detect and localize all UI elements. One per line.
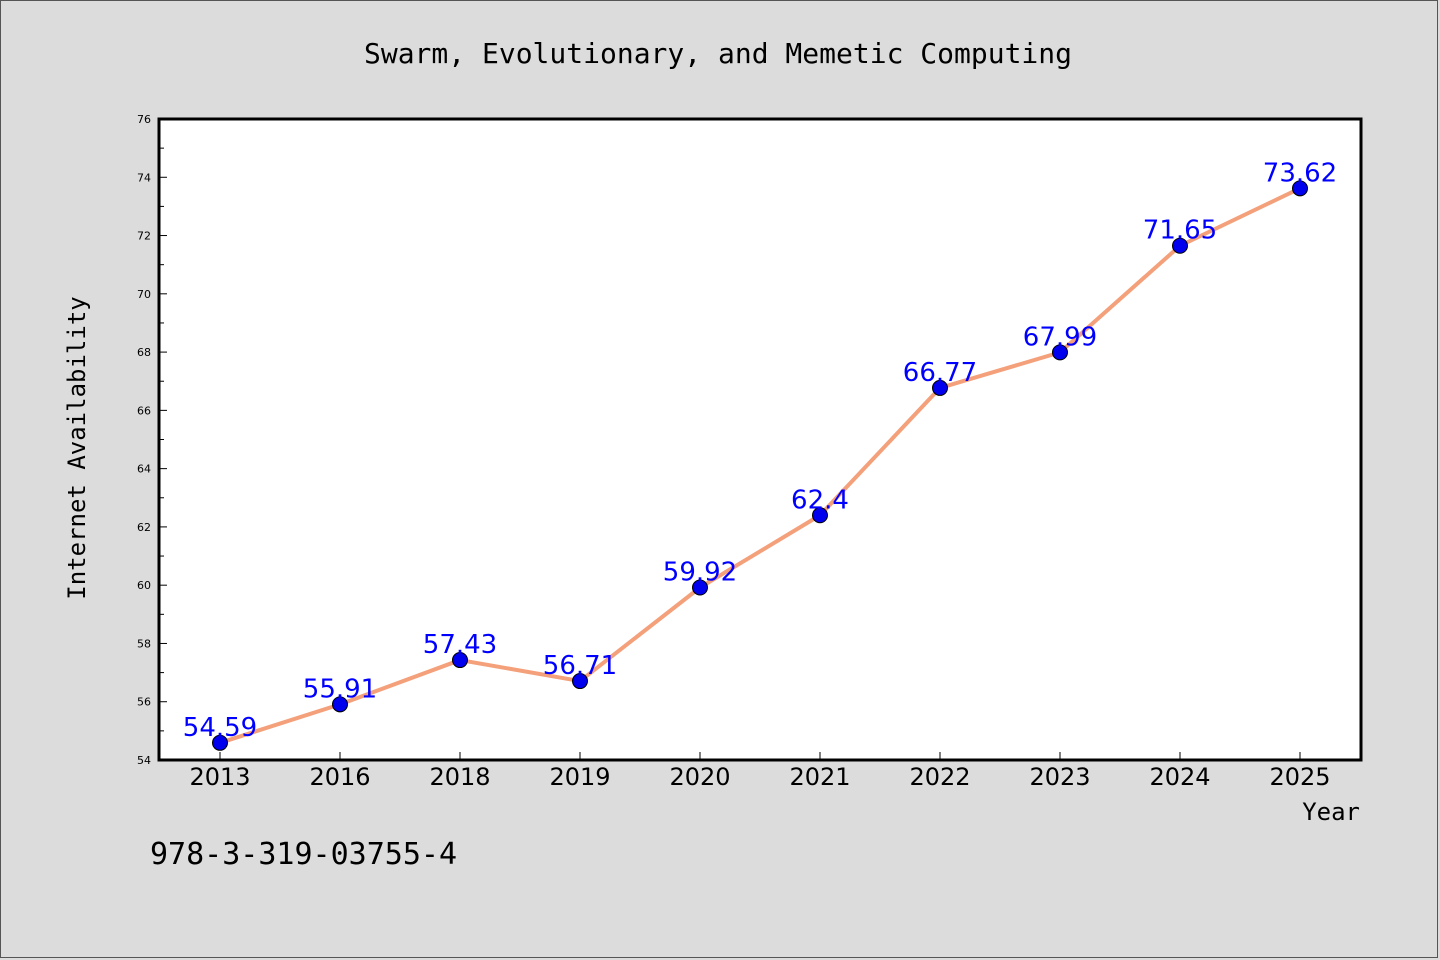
y-tick-label: 70 [137,288,151,301]
x-tick-label: 2019 [549,763,610,791]
y-tick-label: 74 [137,171,151,184]
data-point [1052,344,1068,361]
data-point [932,379,948,396]
data-label: 62.4 [791,485,849,515]
chart-title: Swarm, Evolutionary, and Memetic Computi… [364,37,1072,70]
data-label: 55.91 [303,674,377,704]
data-point [212,734,228,751]
y-tick-label: 76 [137,113,151,126]
y-tick-label: 56 [137,696,151,709]
x-tick-label: 2018 [429,763,490,791]
series-line [219,186,1301,745]
y-axis-ticks: 54 56 58 60 62 64 66 68 70 72 74 76 [137,113,167,767]
series-layer: 54.59 55.91 57.43 56.71 59.92 62.4 66.77 67.99 7… [183,158,1337,751]
y-tick-label: 60 [137,579,151,592]
y-tick-label: 62 [137,521,151,534]
x-axis-label: Year [1302,798,1360,826]
data-point [332,696,348,713]
x-axis-ticks: 2013 2016 2018 2019 2020 2021 2022 2023 2024 2025 [189,752,1331,791]
x-tick-label: 2024 [1149,763,1210,791]
x-tick-label: 2021 [789,763,850,791]
data-label: 67.99 [1023,322,1097,352]
y-axis-label: Internet Availability [63,296,91,599]
data-label: 71.65 [1143,216,1217,246]
data-label: 59.92 [663,558,737,588]
data-point [812,507,828,524]
data-label: 57.43 [423,630,497,660]
x-tick-label: 2016 [309,763,370,791]
data-point [1292,180,1308,197]
y-tick-label: 54 [137,754,151,767]
y-tick-label: 64 [137,463,151,476]
data-label: 56.71 [543,651,617,681]
x-tick-label: 2022 [909,763,970,791]
x-tick-label: 2013 [189,763,250,791]
x-tick-label: 2023 [1029,763,1090,791]
plot-area [157,117,1363,762]
data-label: 54.59 [183,713,257,743]
data-label: 66.77 [903,358,977,388]
y-tick-label: 58 [137,637,151,650]
y-tick-label: 66 [137,404,151,417]
data-point [452,652,468,669]
y-tick-label: 72 [137,230,151,243]
data-point [572,673,588,690]
isbn-text: 978-3-319-03755-4 [150,837,457,872]
data-point [1172,237,1188,254]
y-tick-label: 68 [137,346,151,359]
x-tick-label: 2020 [669,763,730,791]
data-label: 73.62 [1263,158,1337,188]
x-tick-label: 2025 [1269,763,1330,791]
data-point [692,579,708,596]
